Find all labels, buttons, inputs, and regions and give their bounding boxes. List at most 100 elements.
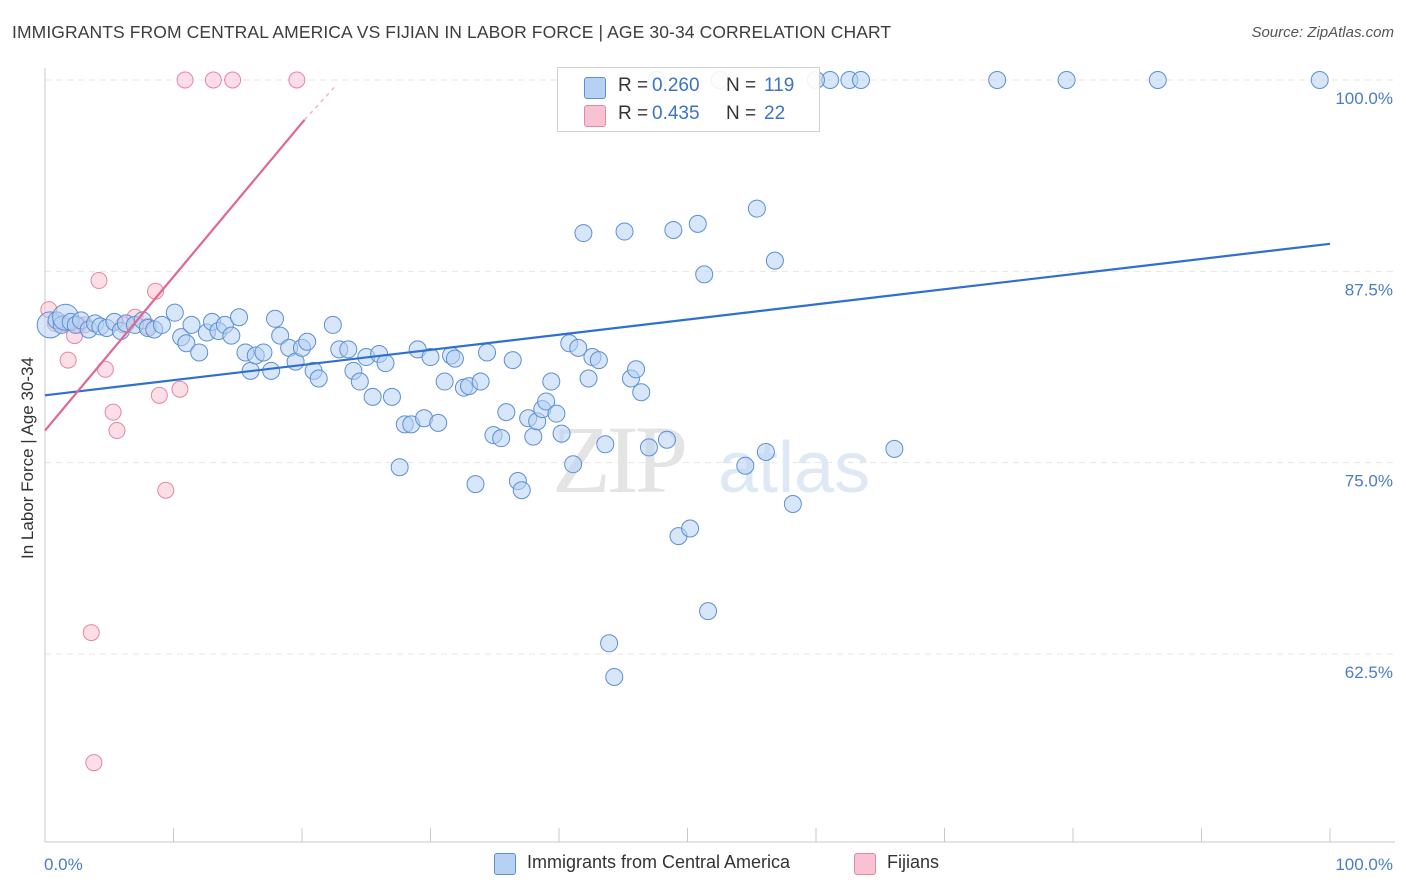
central-america-point <box>664 221 683 240</box>
central-america-point <box>681 519 700 538</box>
central-america-point <box>537 392 556 411</box>
central-america-point <box>382 387 401 406</box>
central-america-point <box>503 351 522 370</box>
central-america-point <box>1310 71 1329 89</box>
fijian-point <box>85 754 103 772</box>
central-america-point <box>627 360 646 379</box>
central-america-point <box>639 438 658 457</box>
tick-labels: 62.5% 75.0% 87.5% 100.0% 0.0% 100.0% <box>44 89 1393 874</box>
legend-n-label: N = <box>726 103 757 124</box>
central-america-point <box>182 315 201 334</box>
watermark: ZIP atlas <box>552 406 870 513</box>
legend-swatch-pink <box>854 853 876 875</box>
chart-source: Source: ZipAtlas.com <box>1251 24 1394 41</box>
central-america-point <box>350 372 369 391</box>
central-america-point <box>605 667 624 686</box>
central-america-point <box>736 456 755 475</box>
central-america-point <box>512 481 531 500</box>
central-america-point <box>615 222 634 241</box>
central-america-point <box>885 439 904 458</box>
y-tick-label: 62.5% <box>1345 663 1393 682</box>
central-america-point <box>309 369 328 388</box>
legend-row-fijians: R = 0.435 N = 22 <box>558 101 819 127</box>
central-america-point <box>492 429 511 448</box>
y-tick-label: 100.0% <box>1335 89 1393 108</box>
central-america-point <box>266 309 285 328</box>
legend-swatch-pink <box>584 105 606 127</box>
central-america-point <box>988 71 1007 89</box>
legend-n-label: N = <box>726 75 757 96</box>
y-tick-label: 75.0% <box>1345 472 1393 491</box>
central-america-point <box>1148 71 1167 89</box>
legend-r-label: R = <box>618 75 649 96</box>
central-america-point <box>271 326 290 345</box>
central-america-point <box>190 343 209 362</box>
central-america-point <box>222 326 241 345</box>
central-america-point <box>445 349 464 368</box>
x-tick-label: 100.0% <box>1335 855 1393 874</box>
central-america-point <box>478 343 497 362</box>
legend-r-label: R = <box>618 103 649 124</box>
correlation-legend: R = 0.260 N = 119 R = 0.435 N = 22 <box>557 67 820 132</box>
central-america-point <box>421 348 440 367</box>
fijian-point <box>150 386 168 404</box>
fijian-point <box>176 71 194 89</box>
fijian-point <box>82 624 100 642</box>
fijian-point <box>288 71 306 89</box>
central-america-point <box>600 634 619 653</box>
central-america-point <box>323 315 342 334</box>
central-america-point <box>574 224 593 243</box>
central-america-point <box>298 332 317 351</box>
central-america-point <box>1057 71 1076 89</box>
central-america-point <box>471 372 490 391</box>
fijian-trend-extension <box>304 85 336 121</box>
central-america-point <box>466 475 485 494</box>
central-america-point <box>363 387 382 406</box>
central-america-point <box>699 602 718 621</box>
central-america-point <box>177 334 196 353</box>
fijian-point <box>171 380 189 398</box>
central-america-point <box>632 383 651 402</box>
central-america-point <box>254 343 273 362</box>
central-america-point <box>756 442 775 461</box>
legend-n-value: 22 <box>764 103 786 124</box>
fijian-point <box>204 71 222 89</box>
central-america-point <box>657 430 676 449</box>
fijian-point <box>104 403 122 421</box>
legend-row-central-america: R = 0.260 N = 119 <box>558 73 819 99</box>
central-america-point <box>695 265 714 284</box>
central-america-point <box>435 372 454 391</box>
central-america-trend-line <box>44 242 1331 397</box>
central-america-point <box>542 372 561 391</box>
central-america-point <box>688 214 707 233</box>
central-america-point <box>524 427 543 446</box>
chart-title: IMMIGRANTS FROM CENTRAL AMERICA VS FIJIA… <box>12 22 892 42</box>
fijian-point <box>108 422 126 440</box>
central-america-point <box>596 435 615 454</box>
legend-label-fijians: Fijians <box>887 852 940 872</box>
legend-swatch-blue <box>584 77 606 99</box>
central-america-point <box>579 369 598 388</box>
fijian-trend-line <box>44 119 306 432</box>
legend-n-value: 119 <box>764 75 795 96</box>
fijian-point <box>157 481 175 499</box>
central-america-point <box>262 361 281 380</box>
central-america-point <box>851 71 870 89</box>
y-tick-label: 87.5% <box>1345 280 1393 299</box>
central-america-point <box>390 458 409 477</box>
grid-lines <box>45 79 1395 655</box>
central-america-point <box>552 424 571 443</box>
legend-label-central-america: Immigrants from Central America <box>527 852 791 872</box>
trend-lines <box>44 85 1331 432</box>
axes <box>44 68 1395 843</box>
central-america-point <box>747 199 766 218</box>
fijian-points <box>40 71 306 772</box>
central-america-point <box>589 351 608 370</box>
central-america-point <box>547 404 566 423</box>
central-america-point <box>564 455 583 474</box>
x-tick-label: 0.0% <box>44 855 83 874</box>
central-america-point <box>497 403 516 422</box>
fijian-point <box>59 351 77 369</box>
central-america-point <box>230 308 249 327</box>
